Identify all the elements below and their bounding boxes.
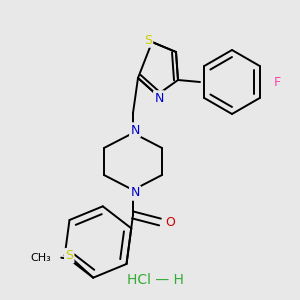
Text: HCl — H: HCl — H [127,273,183,287]
Text: N: N [154,92,164,104]
Text: F: F [274,76,281,88]
Text: N: N [130,124,140,136]
Text: N: N [130,187,140,200]
Text: S: S [144,34,152,46]
Text: O: O [165,217,175,230]
Text: S: S [65,249,73,262]
Text: CH₃: CH₃ [31,253,51,263]
